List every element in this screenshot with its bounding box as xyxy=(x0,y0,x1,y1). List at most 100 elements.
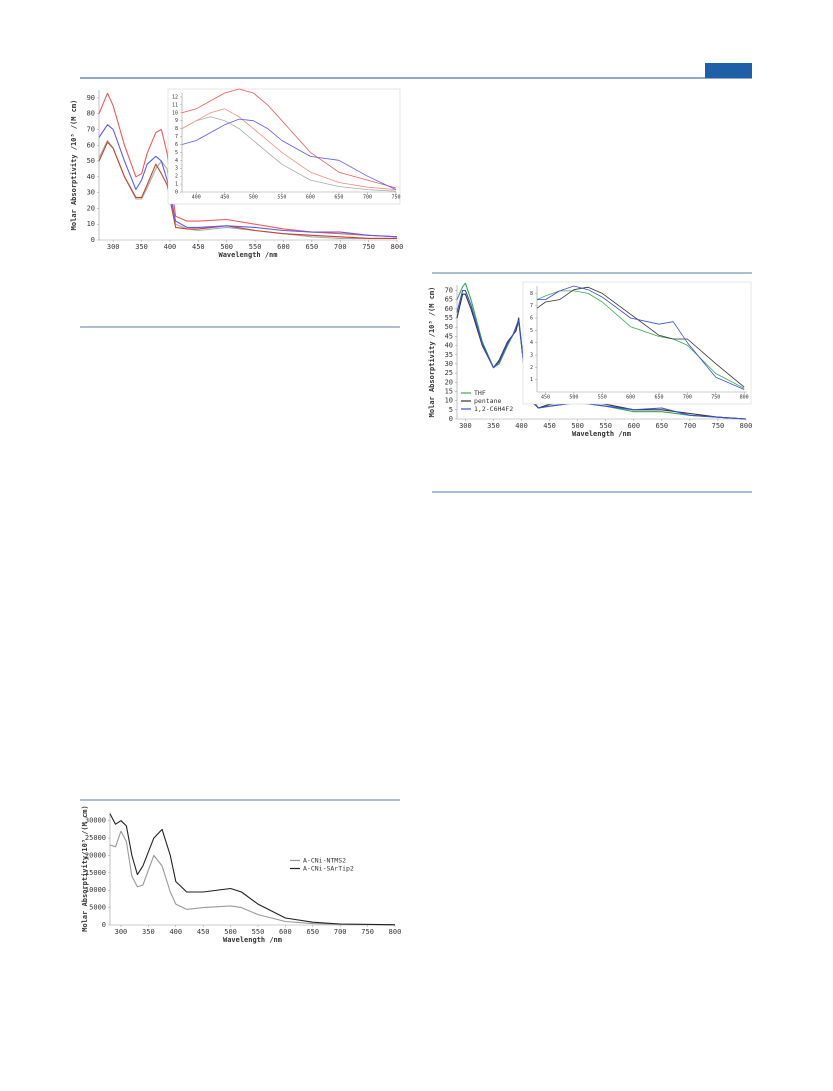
y-tick-label: 12 xyxy=(172,94,178,100)
y-tick-label: 0 xyxy=(175,190,178,196)
series-line xyxy=(181,88,397,189)
x-tick-label: 300 xyxy=(107,243,120,251)
legend-label: THF xyxy=(474,389,486,397)
y-tick-label: 1 xyxy=(175,182,178,188)
x-tick-label: 350 xyxy=(142,928,155,936)
x-tick-label: 700 xyxy=(684,422,697,430)
x-tick-label: 500 xyxy=(224,928,237,936)
x-tick-label: 650 xyxy=(334,195,343,201)
chart: 300 350 400 450 500 550 600 650 700 750 800 0 5000 10… xyxy=(81,805,401,944)
x-tick-label: 400 xyxy=(164,243,177,251)
x-tick-label: 500 xyxy=(569,395,578,401)
y-tick-label: 0 xyxy=(91,236,95,244)
x-tick-label: 300 xyxy=(115,928,128,936)
y-tick-label: 1 xyxy=(530,377,533,383)
header-tab xyxy=(705,63,752,78)
x-tick-label: 350 xyxy=(487,422,500,430)
x-tick-label: 600 xyxy=(277,243,290,251)
y-tick-label: 8 xyxy=(530,291,533,297)
y-tick-label: 60 xyxy=(87,141,95,149)
x-tick-label: 450 xyxy=(541,395,550,401)
y-tick-label: 65 xyxy=(445,296,453,304)
y-tick-label: 8 xyxy=(175,126,178,132)
x-tick-label: 500 xyxy=(220,243,233,251)
x-tick-label: 750 xyxy=(361,928,374,936)
y-tick-label: 55 xyxy=(445,314,453,322)
x-axis-label: Wavelength /nm xyxy=(223,936,282,944)
y-tick-label: 40 xyxy=(445,342,453,350)
x-tick-label: 600 xyxy=(626,395,635,401)
x-tick-label: 750 xyxy=(711,395,720,401)
x-tick-label: 650 xyxy=(306,243,319,251)
x-tick-label: 550 xyxy=(599,422,612,430)
x-axis-label: Wavelength /nm xyxy=(218,251,277,259)
series-line xyxy=(456,289,747,420)
y-tick-label: 25 xyxy=(445,369,453,377)
x-tick-label: 300 xyxy=(459,422,472,430)
legend-label: pentane xyxy=(474,397,501,405)
x-tick-label: 400 xyxy=(515,422,528,430)
y-tick-label: 7 xyxy=(175,134,178,140)
y-tick-label: 2 xyxy=(530,365,533,371)
series-line xyxy=(536,286,745,388)
x-tick-label: 700 xyxy=(363,195,372,201)
y-tick-label: 11 xyxy=(172,102,178,108)
y-tick-label: 35 xyxy=(445,351,453,359)
y-axis-label: Molar Absorptivity/10³ /(M cm) xyxy=(81,805,89,931)
y-tick-label: 4 xyxy=(530,340,533,346)
legend-label: A-CNi-NTMS2 xyxy=(303,857,346,865)
x-tick-label: 700 xyxy=(683,395,692,401)
series-line xyxy=(98,141,397,239)
x-tick-label: 350 xyxy=(135,243,148,251)
x-tick-label: 750 xyxy=(712,422,725,430)
y-tick-label: 20000 xyxy=(85,851,106,859)
series-line xyxy=(536,290,745,389)
y-tick-label: 3 xyxy=(530,353,533,359)
y-tick-label: 3 xyxy=(175,166,178,172)
x-tick-label: 550 xyxy=(252,928,265,936)
series-line xyxy=(109,813,396,926)
series-line xyxy=(456,293,747,420)
inset-background xyxy=(522,281,752,405)
y-tick-label: 30 xyxy=(445,360,453,368)
x-tick-label: 800 xyxy=(740,422,753,430)
x-tick-label: 600 xyxy=(306,195,315,201)
y-tick-label: 80 xyxy=(87,110,95,118)
y-tick-label: 7 xyxy=(530,303,533,309)
x-tick-label: 500 xyxy=(571,422,584,430)
y-tick-label: 45 xyxy=(445,332,453,340)
x-tick-label: 700 xyxy=(334,928,347,936)
y-tick-label: 0 xyxy=(102,921,106,929)
y-tick-label: 15000 xyxy=(85,869,106,877)
y-tick-label: 5000 xyxy=(89,904,106,912)
x-tick-label: 400 xyxy=(192,195,201,201)
y-tick-label: 40 xyxy=(87,173,95,181)
x-axis-label: Wavelength /nm xyxy=(572,430,631,438)
chart: 300 350 400 450 500 550 600 650 700 750 8000510152… xyxy=(428,282,753,438)
y-tick-label: 6 xyxy=(175,142,178,148)
y-tick-label: 9 xyxy=(175,118,178,124)
x-tick-label: 650 xyxy=(306,928,319,936)
y-tick-label: 5 xyxy=(449,406,453,414)
y-tick-label: 0 xyxy=(449,415,453,423)
y-tick-label: 10 xyxy=(445,397,453,405)
x-tick-label: 550 xyxy=(598,395,607,401)
x-tick-label: 800 xyxy=(391,243,404,251)
y-tick-label: 10 xyxy=(87,220,95,228)
y-tick-label: 6 xyxy=(530,316,533,322)
x-tick-label: 650 xyxy=(655,395,664,401)
y-tick-label: 25000 xyxy=(85,834,106,842)
legend-label: 1,2-C6H4F2 xyxy=(474,405,513,413)
y-tick-label: 30 xyxy=(87,189,95,197)
y-tick-label: 2 xyxy=(175,174,178,180)
x-tick-label: 550 xyxy=(249,243,262,251)
y-tick-label: 20 xyxy=(445,378,453,386)
y-tick-label: 10000 xyxy=(85,886,106,894)
y-tick-label: 4 xyxy=(175,158,178,164)
legend-label: A-CNi-SArTip2 xyxy=(303,865,354,873)
y-tick-label: 5 xyxy=(175,150,178,156)
y-tick-label: 70 xyxy=(87,125,95,133)
x-tick-label: 600 xyxy=(279,928,292,936)
